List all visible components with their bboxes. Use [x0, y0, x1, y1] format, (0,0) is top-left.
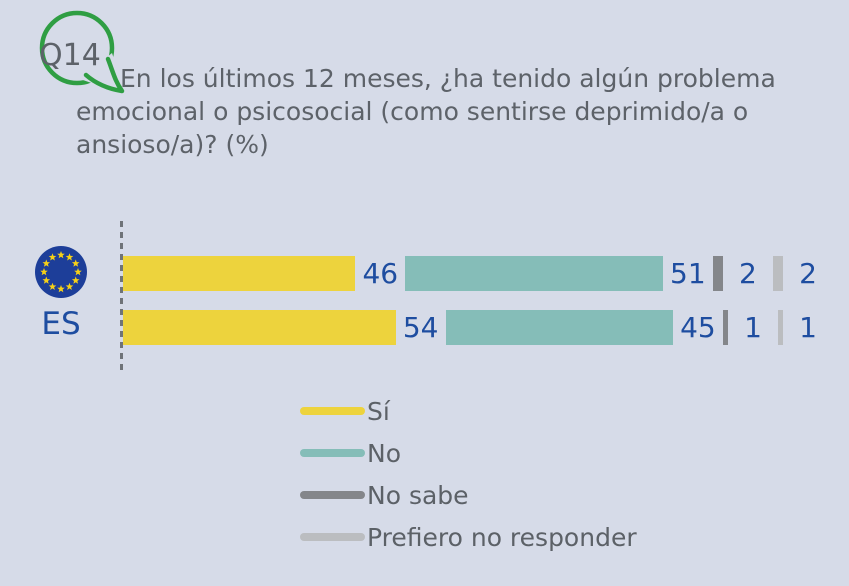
value-label-no: 45 — [680, 311, 716, 344]
legend-item-prefiero-no-responder: Prefiero no responder — [300, 516, 637, 558]
chart-row-eu: 46 51 2 2 — [123, 256, 833, 291]
category-label-es: ES — [41, 306, 81, 342]
eu-flag-icon — [35, 246, 87, 298]
legend-item-no-sabe: No sabe — [300, 474, 637, 516]
legend-swatch-no — [300, 449, 365, 457]
bar-segment-no-sabe — [712, 256, 723, 291]
legend-label: No sabe — [367, 480, 469, 510]
legend-label: No — [367, 438, 401, 468]
question-number: Q14 — [39, 38, 101, 73]
bar-segment-prefiero-no-responder — [777, 310, 784, 345]
legend-item-si: Sí — [300, 390, 637, 432]
value-label-prefiero-no-responder: 1 — [799, 311, 817, 344]
chart-legend: Sí No No sabe Prefiero no responder — [300, 390, 637, 558]
value-label-no: 51 — [670, 257, 706, 290]
legend-label: Sí — [367, 396, 390, 426]
value-label-no-sabe: 2 — [739, 257, 757, 290]
bar-segment-si — [123, 310, 396, 345]
legend-item-no: No — [300, 432, 637, 474]
speech-bubble-icon — [39, 10, 126, 95]
legend-swatch-prefiero-no-responder — [300, 533, 365, 541]
bar-segment-no — [405, 256, 663, 291]
chart-zero-baseline — [120, 221, 123, 374]
legend-swatch-no-sabe — [300, 491, 365, 499]
bar-segment-no-sabe — [722, 310, 728, 345]
value-label-prefiero-no-responder: 2 — [799, 257, 817, 290]
legend-swatch-si — [300, 407, 365, 415]
chart-row-es: 54 45 1 1 — [123, 310, 833, 345]
legend-label: Prefiero no responder — [367, 522, 637, 552]
bar-segment-no — [445, 310, 673, 345]
value-label-no-sabe: 1 — [744, 311, 762, 344]
bar-segment-prefiero-no-responder — [772, 256, 784, 291]
question-text: En los últimos 12 meses, ¿ha tenido algú… — [76, 64, 776, 159]
value-label-si: 54 — [402, 311, 439, 344]
bar-segment-si — [123, 256, 356, 291]
value-label-si: 46 — [362, 257, 399, 290]
